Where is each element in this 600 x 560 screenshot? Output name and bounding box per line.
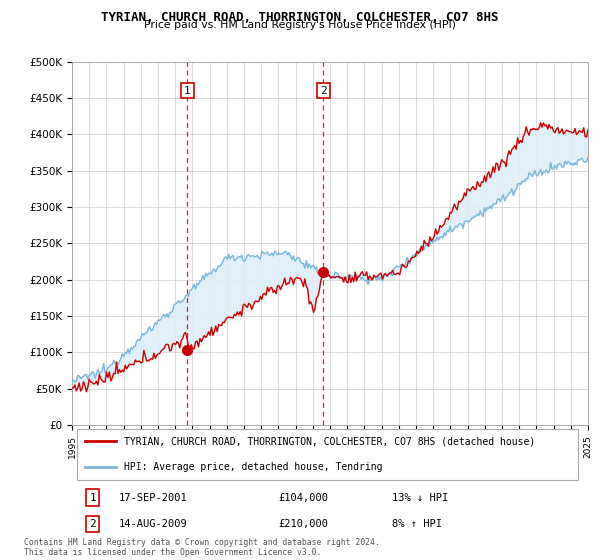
Text: £104,000: £104,000	[278, 493, 328, 503]
Text: TYRIAN, CHURCH ROAD, THORRINGTON, COLCHESTER, CO7 8HS (detached house): TYRIAN, CHURCH ROAD, THORRINGTON, COLCHE…	[124, 436, 535, 446]
Text: 1: 1	[184, 86, 191, 96]
Text: HPI: Average price, detached house, Tendring: HPI: Average price, detached house, Tend…	[124, 462, 382, 472]
Text: 1: 1	[89, 493, 96, 503]
Text: 14-AUG-2009: 14-AUG-2009	[118, 519, 187, 529]
Text: 2: 2	[89, 519, 96, 529]
FancyBboxPatch shape	[77, 430, 578, 480]
Text: 17-SEP-2001: 17-SEP-2001	[118, 493, 187, 503]
Text: £210,000: £210,000	[278, 519, 328, 529]
Text: Contains HM Land Registry data © Crown copyright and database right 2024.
This d: Contains HM Land Registry data © Crown c…	[24, 538, 380, 557]
Text: 13% ↓ HPI: 13% ↓ HPI	[392, 493, 448, 503]
Text: TYRIAN, CHURCH ROAD, THORRINGTON, COLCHESTER, CO7 8HS: TYRIAN, CHURCH ROAD, THORRINGTON, COLCHE…	[101, 11, 499, 24]
Text: 2: 2	[320, 86, 327, 96]
Text: 8% ↑ HPI: 8% ↑ HPI	[392, 519, 442, 529]
Text: Price paid vs. HM Land Registry's House Price Index (HPI): Price paid vs. HM Land Registry's House …	[144, 20, 456, 30]
